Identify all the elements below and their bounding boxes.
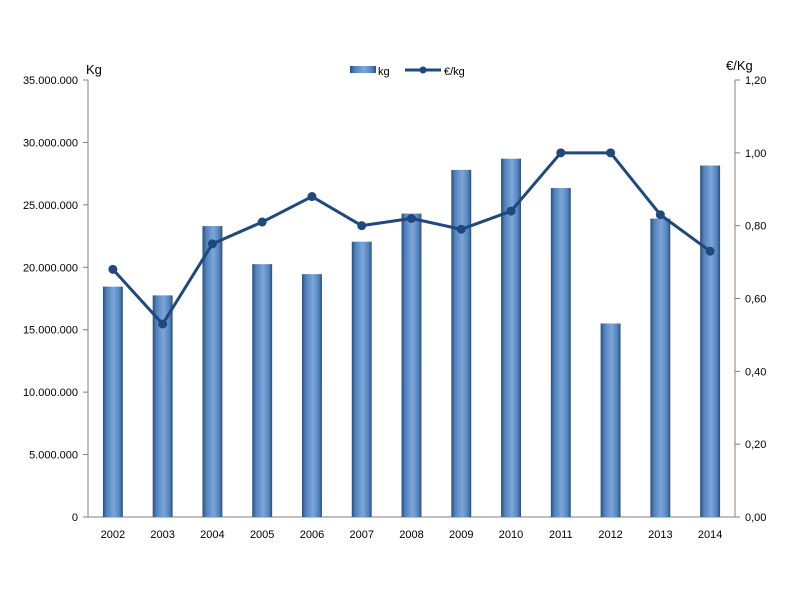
right-tick-label: 0,80	[745, 221, 766, 233]
x-tick-label: 2005	[250, 529, 274, 541]
bar	[102, 286, 123, 517]
line-point	[207, 239, 217, 249]
left-axis-ticks: 0 5.000.000 10.000.000 15.000.000 20.000.000…	[23, 75, 88, 524]
line-point	[407, 213, 416, 223]
left-axis-title: Kg	[86, 62, 102, 77]
right-tick-label: 0,40	[745, 366, 766, 378]
x-tick-label: 2011	[549, 529, 573, 541]
x-tick-label: 2002	[101, 529, 125, 541]
left-tick-label: 0	[72, 512, 78, 524]
x-tick-label: 2014	[698, 529, 722, 541]
bar	[650, 218, 671, 517]
bar	[202, 226, 223, 517]
right-axis-ticks: 0,00 0,20 0,40 0,60 0,80 1,00 1,20	[735, 75, 766, 524]
line-point	[655, 210, 665, 220]
bar	[451, 169, 472, 517]
line-point	[556, 148, 566, 158]
x-tick-label: 2009	[449, 529, 473, 541]
left-tick-label: 10.000.000	[23, 387, 78, 399]
x-tick-label: 2012	[598, 529, 622, 541]
left-tick-label: 35.000.000	[23, 75, 78, 87]
legend-line-marker	[419, 66, 427, 74]
line-point	[307, 192, 317, 202]
x-axis-ticks: 2002 2003 2004 2005 2006 2007 2008 2009 2010 2011…	[101, 529, 723, 541]
bar	[152, 295, 173, 517]
right-axis-title: €/Kg	[726, 58, 753, 73]
line-point	[257, 217, 267, 227]
line-series	[108, 148, 715, 329]
x-tick-label: 2010	[499, 529, 523, 541]
bar	[550, 188, 571, 517]
left-tick-label: 30.000.000	[23, 137, 78, 149]
legend: kg €/kg	[350, 66, 465, 78]
left-tick-label: 5.000.000	[29, 450, 78, 462]
line-point	[158, 319, 168, 329]
right-tick-label: 1,20	[745, 75, 766, 87]
bar	[600, 323, 621, 517]
bar-series	[102, 158, 721, 517]
right-tick-label: 1,00	[745, 148, 766, 160]
x-tick-label: 2004	[200, 529, 224, 541]
right-tick-label: 0,20	[745, 439, 766, 451]
line-point	[705, 246, 715, 256]
bar	[302, 274, 322, 517]
line-point	[506, 206, 516, 216]
bar	[252, 264, 273, 517]
right-tick-label: 0,60	[745, 294, 766, 306]
line-point	[357, 221, 367, 231]
bar	[700, 165, 721, 517]
left-tick-label: 20.000.000	[23, 262, 78, 274]
legend-bar-label: kg	[378, 66, 390, 78]
legend-line-label: €/kg	[444, 66, 465, 78]
x-tick-label: 2007	[349, 529, 373, 541]
x-tick-label: 2003	[150, 529, 174, 541]
line-point	[606, 148, 616, 158]
bar	[401, 213, 422, 517]
line-point	[456, 224, 466, 234]
right-tick-label: 0,00	[745, 512, 766, 524]
legend-bar-swatch	[350, 66, 376, 73]
x-tick-label: 2006	[300, 529, 324, 541]
x-tick-label: 2008	[399, 529, 423, 541]
bar	[501, 158, 521, 517]
left-tick-label: 25.000.000	[23, 200, 78, 212]
line-point	[108, 264, 118, 274]
left-tick-label: 15.000.000	[23, 325, 78, 337]
x-tick-label: 2013	[648, 529, 672, 541]
bar	[351, 241, 372, 517]
